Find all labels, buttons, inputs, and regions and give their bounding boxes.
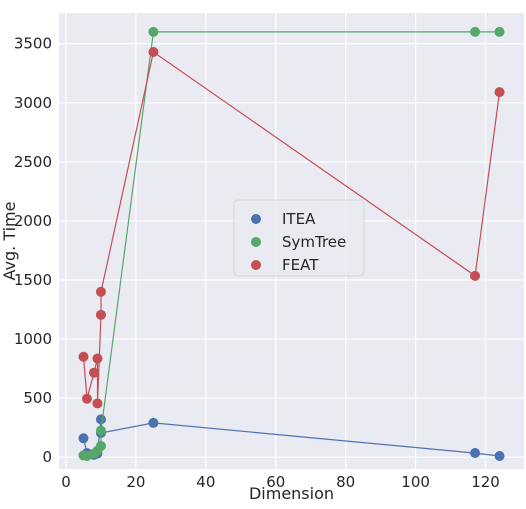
x-axis-label: Dimension: [249, 484, 334, 503]
data-point-feat: [92, 353, 103, 364]
data-point-symtree: [95, 440, 106, 451]
data-point-feat: [95, 286, 106, 297]
data-point-itea: [95, 414, 106, 425]
series-symtree: [78, 26, 505, 462]
y-axis-label: Avg. Time: [0, 202, 19, 281]
legend-box: [233, 199, 365, 277]
data-point-feat: [470, 270, 481, 281]
data-point-feat: [95, 309, 106, 320]
data-point-feat: [78, 351, 89, 362]
legend-label-feat: FEAT: [282, 256, 319, 274]
y-tick-label: 2000: [14, 212, 52, 230]
x-tick-label: 40: [196, 473, 215, 491]
legend-marker-symtree: [251, 237, 261, 247]
x-tick-label: 20: [126, 473, 145, 491]
legend-marker-feat: [251, 260, 261, 270]
y-tick-label: 0: [42, 448, 52, 466]
data-point-symtree: [470, 26, 481, 37]
data-point-feat: [494, 87, 505, 98]
x-tick-label: 100: [401, 473, 430, 491]
data-point-itea: [494, 451, 505, 462]
legend-label-symtree: SymTree: [282, 233, 346, 251]
data-point-feat: [148, 46, 159, 57]
data-point-symtree: [494, 26, 505, 37]
legend: ITEA SymTree FEAT: [233, 199, 365, 277]
series-layer: [78, 26, 505, 462]
data-point-symtree: [148, 26, 159, 37]
series-feat: [78, 46, 505, 409]
tick-labels: 0 20 40 60 80 100 120 0 500 1000 1500 2000 2500 3000 3…: [14, 35, 500, 491]
y-tick-label: 500: [23, 389, 52, 407]
data-point-itea: [470, 448, 481, 459]
data-point-feat: [92, 398, 103, 409]
legend-marker-itea: [251, 214, 261, 224]
y-tick-label: 1000: [14, 330, 52, 348]
y-tick-label: 3500: [14, 35, 52, 53]
y-tick-label: 2500: [14, 153, 52, 171]
data-point-symtree: [95, 425, 106, 436]
y-tick-label: 3000: [14, 94, 52, 112]
y-tick-label: 1500: [14, 271, 52, 289]
data-point-itea: [148, 417, 159, 428]
x-tick-label: 120: [471, 473, 500, 491]
x-tick-label: 0: [61, 473, 71, 491]
data-point-feat: [88, 367, 99, 378]
x-tick-label: 60: [266, 473, 285, 491]
data-point-feat: [81, 393, 92, 404]
x-tick-label: 80: [336, 473, 355, 491]
data-point-itea: [78, 433, 89, 444]
legend-label-itea: ITEA: [282, 210, 316, 228]
